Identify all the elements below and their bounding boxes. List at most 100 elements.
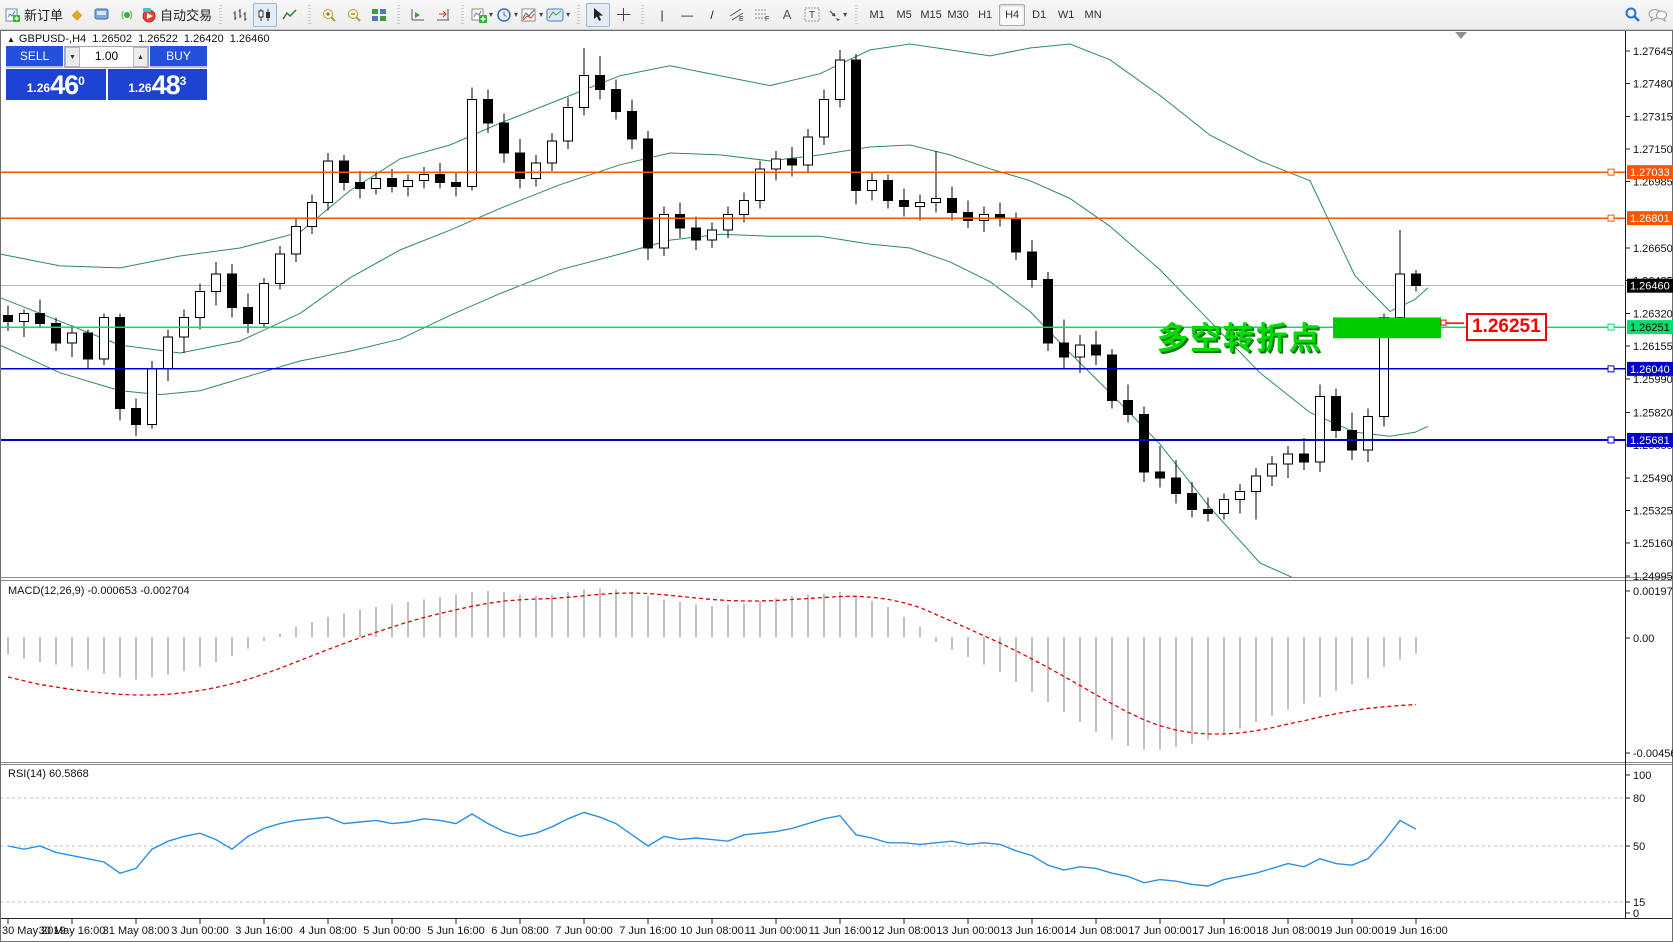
auto-trading-icon [142,7,156,22]
search-button[interactable] [1620,3,1644,27]
turning-point-annotation[interactable]: 多空转折点 [1157,321,1322,356]
volume-value[interactable]: 1.00 [94,49,119,63]
horizontal-line-1.26040[interactable] [0,365,1625,373]
price-tick-label: 1.27150 [1633,144,1673,156]
cursor-tool-button[interactable] [586,2,611,27]
arrows-tool-button[interactable]: ▾ [825,3,849,27]
macd-pane [7,588,1417,750]
candle-body [1219,499,1229,514]
timeframes-menu-button[interactable]: ▾ [495,3,519,27]
quotes-button[interactable]: ◆ [65,3,89,27]
indicators-menu-button[interactable]: ▾ [520,3,544,27]
time-tick-label: 3 Jun 16:00 [235,925,293,937]
auto-trading-button[interactable]: 自动交易 [140,3,213,27]
timeframe-h1-button[interactable]: H1 [978,8,993,21]
timeframe-h4-button[interactable]: H4 [999,3,1026,26]
time-tick-label: 12 Jun 08:00 [872,925,936,937]
dropdown-arrow-icon: ▾ [843,10,848,19]
candle-body [883,180,893,201]
chart-shift-marker[interactable] [1455,32,1467,39]
line-handle[interactable] [1607,436,1615,444]
arrow-shapes-icon [829,10,841,21]
auto-trading-label: 自动交易 [160,8,213,23]
chart-shift-button[interactable] [406,3,430,27]
market-watch-icon [94,8,109,19]
timeframe-mn-button[interactable]: MN [1084,8,1102,21]
candle-body [1011,217,1021,253]
new-chart-button[interactable]: ▾ [470,3,494,27]
symbol-header[interactable]: ▲ GBPUSD-,H4 1.26502 1.26522 1.26420 1.26… [7,33,272,45]
fibonacci-tool-button[interactable]: F [750,3,774,27]
timeframe-m1-button[interactable]: M1 [869,8,885,21]
svg-text:T: T [809,10,815,21]
price-flag-label[interactable]: 1.26251 [1466,313,1547,341]
auto-scroll-button[interactable] [431,3,455,27]
buy-button[interactable]: BUY [150,46,207,68]
chart-layout-button[interactable]: ▾ [545,3,571,27]
line-handle[interactable] [1607,365,1615,373]
zoom-out-button[interactable] [342,3,366,27]
candle-body [1075,344,1085,358]
new-chart-icon [471,8,488,23]
time-tick-label: 6 Jun 08:00 [491,925,549,937]
sell-price[interactable]: 1.26 46 0 [6,69,106,100]
horizontal-line-1.27033[interactable] [0,168,1625,176]
trendline-tool-button[interactable]: / [700,3,724,27]
buy-price-sup: 3 [179,74,187,88]
price-axis-flag-1.27033: 1.27033 [1627,165,1673,180]
sell-price-big: 46 [50,70,79,100]
line-handle[interactable] [1607,168,1615,176]
line-chart-type-button[interactable] [278,3,302,27]
sell-button[interactable]: SELL [6,46,63,68]
text-label-tool-button[interactable]: T [800,3,824,27]
horizontal-line-tool-button[interactable]: — [675,3,699,27]
timeframe-m15-button[interactable]: M15 [920,8,942,21]
signals-icon [121,10,133,19]
timeframe-w1-button[interactable]: W1 [1057,8,1075,21]
candlestick-icon [258,8,271,21]
market-watch-button[interactable] [90,3,114,27]
candle-body [579,75,589,108]
toolbar-grip [217,4,225,25]
candle-body [387,178,397,188]
price-axis-flag-1.26801: 1.26801 [1627,211,1673,226]
zoom-in-icon [323,8,336,22]
price-tick-label: 1.24995 [1633,571,1673,583]
candle-body [1331,396,1341,431]
price-tick-label: 1.25990 [1633,374,1673,386]
zoom-in-button[interactable] [317,3,341,27]
line-handle[interactable] [1607,323,1615,331]
candle-body [131,408,141,425]
collapse-triangle-icon[interactable]: ▲ [7,35,15,44]
horizontal-line-1.25681[interactable] [0,436,1625,444]
new-order-button[interactable]: 新订单 [4,3,64,27]
rsi-line [7,811,1417,887]
candle-body [707,229,717,241]
timeframe-m5-button[interactable]: M5 [896,8,912,21]
bar-chart-type-button[interactable] [228,3,252,27]
volume-decrease-button[interactable]: ▼ [65,47,80,67]
vertical-line-tool-button[interactable]: | [650,3,674,27]
signals-button[interactable] [115,3,139,27]
green-zone-rectangle[interactable] [1333,317,1441,339]
timeframe-m30-button[interactable]: M30 [947,8,969,21]
buy-price[interactable]: 1.26 48 3 [107,69,207,100]
volume-increase-button[interactable]: ▲ [133,47,148,67]
one-click-trading-panel: SELL ▼ 1.00 ▲ BUY 1.26 46 0 1.26 48 3 [6,46,207,100]
timeframe-d1-button[interactable]: D1 [1032,8,1047,21]
time-tick-label: 5 Jun 16:00 [427,925,485,937]
crosshair-tool-button[interactable] [611,3,635,27]
line-handle[interactable] [1607,214,1615,222]
chat-icon [1648,8,1667,22]
text-tool-button[interactable]: A [775,3,799,27]
channel-tool-button[interactable]: E [725,3,749,27]
horizontal-line-1.26801[interactable] [0,214,1625,222]
candle-body [515,152,525,180]
chat-button[interactable] [1645,3,1669,27]
candle-body [291,225,301,255]
candlestick-chart-type-button[interactable] [253,2,278,27]
tile-windows-button[interactable] [367,3,391,27]
ohlc-open: 1.26502 [92,33,132,45]
